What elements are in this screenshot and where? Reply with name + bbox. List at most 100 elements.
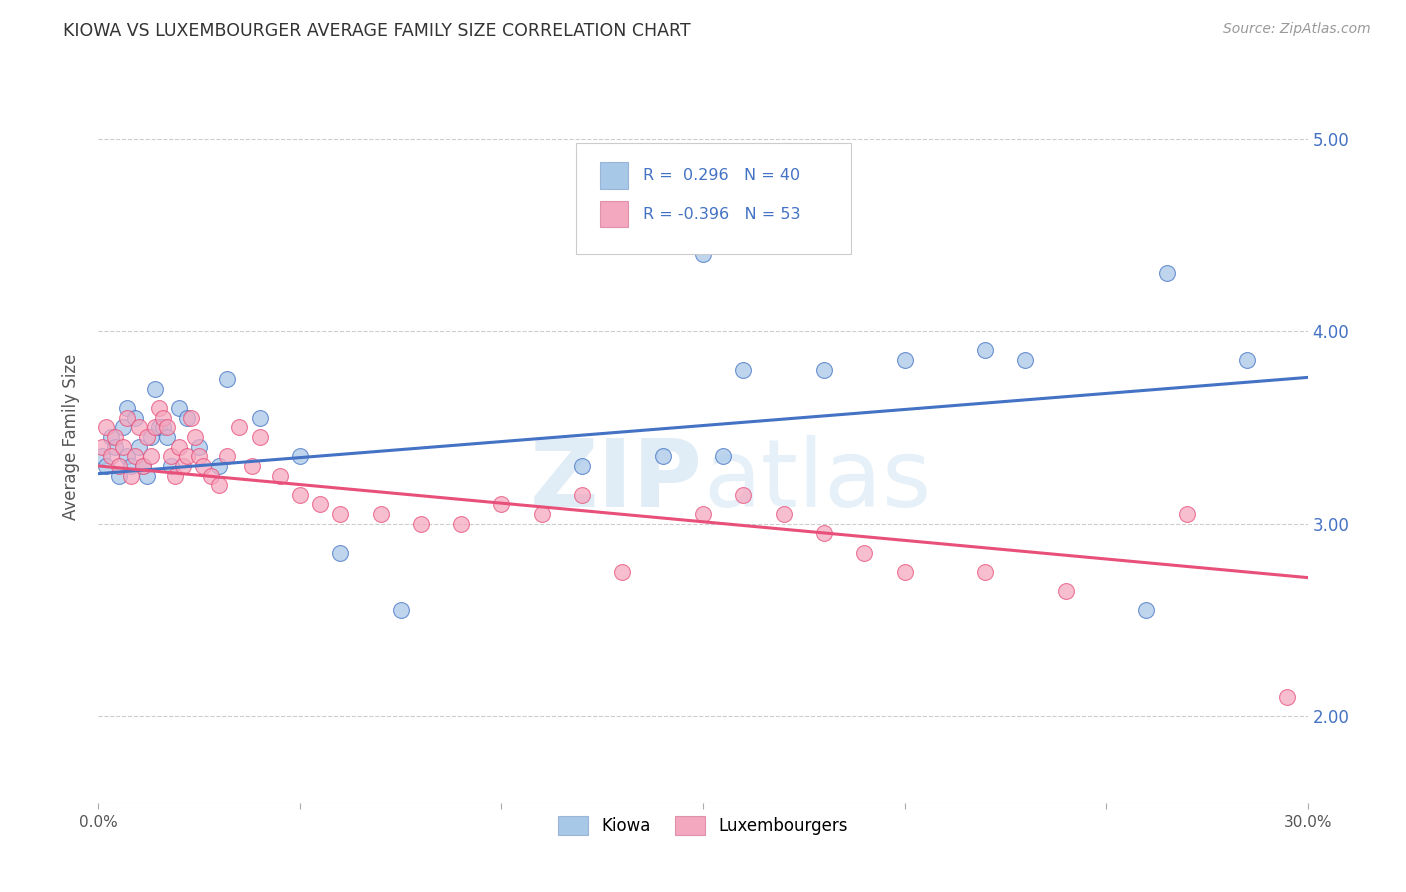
Point bbox=[120, 458, 142, 473]
Point bbox=[240, 458, 263, 473]
Point bbox=[1175, 507, 1198, 521]
Point bbox=[711, 450, 734, 464]
Point bbox=[103, 430, 125, 444]
Point bbox=[156, 430, 179, 444]
Point bbox=[132, 458, 155, 473]
Point bbox=[128, 440, 150, 454]
Point bbox=[249, 410, 271, 425]
Point bbox=[612, 565, 634, 579]
Point bbox=[370, 507, 392, 521]
Point bbox=[974, 565, 997, 579]
Text: KIOWA VS LUXEMBOURGER AVERAGE FAMILY SIZE CORRELATION CHART: KIOWA VS LUXEMBOURGER AVERAGE FAMILY SIZ… bbox=[63, 22, 690, 40]
Point bbox=[160, 458, 183, 473]
Point bbox=[96, 420, 118, 434]
Point bbox=[249, 430, 271, 444]
Point bbox=[208, 458, 231, 473]
Point bbox=[733, 362, 755, 376]
Point bbox=[100, 430, 122, 444]
Point bbox=[107, 468, 129, 483]
Point bbox=[172, 458, 194, 473]
Point bbox=[143, 420, 166, 434]
Text: R =  0.296   N = 40: R = 0.296 N = 40 bbox=[643, 169, 800, 183]
Point bbox=[651, 450, 673, 464]
Point bbox=[156, 420, 179, 434]
Point bbox=[167, 401, 190, 416]
Point bbox=[115, 410, 138, 425]
Point bbox=[228, 420, 250, 434]
Point bbox=[288, 450, 311, 464]
Point bbox=[974, 343, 997, 358]
Point bbox=[124, 410, 146, 425]
Point bbox=[139, 430, 162, 444]
Point bbox=[309, 498, 332, 512]
Point bbox=[571, 458, 593, 473]
Point bbox=[772, 507, 794, 521]
Point bbox=[100, 450, 122, 464]
Point bbox=[389, 603, 412, 617]
Point bbox=[96, 458, 118, 473]
Point bbox=[91, 440, 114, 454]
Point bbox=[208, 478, 231, 492]
Point bbox=[160, 450, 183, 464]
Point bbox=[152, 410, 174, 425]
Point bbox=[143, 382, 166, 396]
Point bbox=[176, 410, 198, 425]
Point bbox=[128, 420, 150, 434]
Point bbox=[1156, 267, 1178, 281]
Point bbox=[184, 430, 207, 444]
Point bbox=[530, 507, 553, 521]
Point bbox=[152, 420, 174, 434]
Point bbox=[91, 450, 114, 464]
Point bbox=[450, 516, 472, 531]
Point bbox=[692, 247, 714, 261]
Point bbox=[571, 488, 593, 502]
Point bbox=[288, 488, 311, 502]
Point bbox=[200, 468, 222, 483]
Point bbox=[124, 450, 146, 464]
Point bbox=[1054, 584, 1077, 599]
Point bbox=[163, 468, 186, 483]
Point bbox=[135, 468, 157, 483]
Point bbox=[1277, 690, 1299, 704]
Point bbox=[135, 430, 157, 444]
Point bbox=[188, 450, 211, 464]
Point bbox=[132, 458, 155, 473]
Point bbox=[329, 507, 352, 521]
Legend: Kiowa, Luxembourgers: Kiowa, Luxembourgers bbox=[551, 809, 855, 842]
Text: ZIP: ZIP bbox=[530, 435, 703, 527]
Point bbox=[813, 362, 835, 376]
Point bbox=[1236, 353, 1258, 368]
Point bbox=[111, 420, 134, 434]
Point bbox=[813, 526, 835, 541]
Point bbox=[167, 440, 190, 454]
Point bbox=[115, 401, 138, 416]
Text: atlas: atlas bbox=[703, 435, 931, 527]
Point bbox=[692, 507, 714, 521]
Point bbox=[853, 545, 876, 559]
Point bbox=[1014, 353, 1036, 368]
Point bbox=[893, 565, 915, 579]
Point bbox=[188, 440, 211, 454]
Point bbox=[103, 440, 125, 454]
Point bbox=[409, 516, 432, 531]
Text: R = -0.396   N = 53: R = -0.396 N = 53 bbox=[643, 207, 800, 221]
Point bbox=[111, 440, 134, 454]
Point bbox=[139, 450, 162, 464]
Point bbox=[217, 372, 239, 386]
Point bbox=[120, 468, 142, 483]
Point bbox=[107, 458, 129, 473]
Point bbox=[269, 468, 291, 483]
Point bbox=[193, 458, 215, 473]
Point bbox=[180, 410, 202, 425]
Point bbox=[176, 450, 198, 464]
Point bbox=[148, 420, 170, 434]
Point bbox=[1135, 603, 1157, 617]
Point bbox=[115, 450, 138, 464]
Text: Source: ZipAtlas.com: Source: ZipAtlas.com bbox=[1223, 22, 1371, 37]
Point bbox=[148, 401, 170, 416]
Point bbox=[329, 545, 352, 559]
Point bbox=[733, 488, 755, 502]
Point bbox=[893, 353, 915, 368]
Point bbox=[217, 450, 239, 464]
Y-axis label: Average Family Size: Average Family Size bbox=[62, 354, 80, 520]
